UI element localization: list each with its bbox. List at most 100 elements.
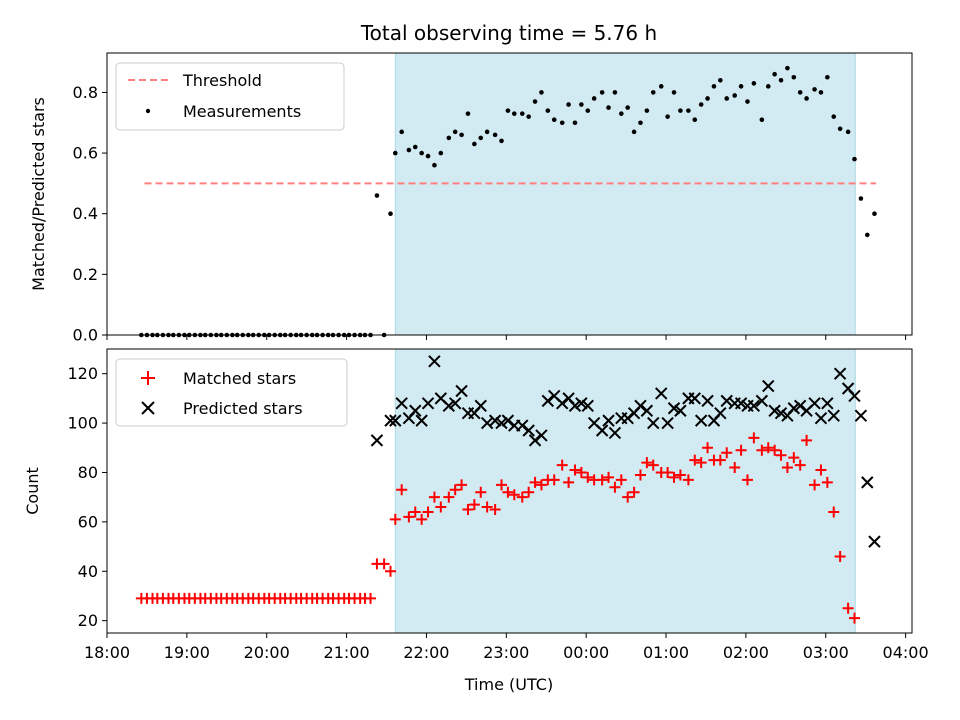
predicted-star-point bbox=[821, 397, 834, 410]
measurement-point bbox=[692, 117, 698, 123]
predicted-star-point bbox=[755, 394, 769, 408]
measurement-point bbox=[858, 196, 864, 201]
x-tick-label: 19:00 bbox=[164, 643, 210, 662]
x-axis-label: Time (UTC) bbox=[464, 675, 553, 694]
predicted-star-point bbox=[674, 404, 687, 417]
matched-star-point bbox=[428, 491, 440, 503]
predicted-star-point bbox=[389, 414, 402, 427]
measurement-point bbox=[452, 129, 458, 135]
measurement-point bbox=[492, 132, 498, 138]
measurement-point bbox=[711, 84, 717, 89]
y-tick-label: 0.6 bbox=[73, 144, 98, 163]
measurement-point bbox=[625, 105, 630, 110]
predicted-star-point bbox=[793, 399, 807, 413]
x-tick-label: 01:00 bbox=[643, 643, 689, 662]
matched-star-point bbox=[516, 491, 528, 503]
chart-title: Total observing time = 5.76 h bbox=[360, 21, 657, 45]
measurement-point bbox=[831, 114, 837, 119]
matched-star-point bbox=[569, 464, 581, 476]
measurement-point bbox=[678, 108, 683, 113]
measurement-point bbox=[638, 120, 643, 126]
matched-star-point bbox=[615, 474, 627, 486]
predicted-star-point bbox=[734, 397, 748, 410]
matched-star-point bbox=[603, 471, 615, 483]
measurement-point bbox=[566, 102, 571, 107]
matched-star-point bbox=[456, 479, 468, 491]
y-tick-label: 40 bbox=[78, 562, 98, 581]
matched-star-point bbox=[756, 444, 768, 456]
predicted-star-point bbox=[480, 416, 494, 430]
matched-star-point bbox=[496, 479, 508, 491]
measurement-point bbox=[864, 232, 870, 238]
predicted-star-point bbox=[714, 407, 727, 420]
matched-star-point bbox=[502, 486, 514, 498]
matched-star-point bbox=[396, 484, 408, 496]
matched-star-point bbox=[596, 474, 608, 486]
matched-star-point bbox=[821, 476, 833, 488]
predicted-star-point bbox=[495, 416, 508, 430]
measurement-point bbox=[665, 114, 670, 119]
matched-star-point bbox=[828, 506, 840, 518]
measurement-point bbox=[478, 135, 484, 141]
matched-star-point bbox=[842, 602, 854, 614]
measurement-point bbox=[499, 138, 504, 144]
predicted-star-point bbox=[768, 404, 781, 417]
matched-star-point bbox=[378, 558, 390, 570]
measurement-point bbox=[732, 93, 738, 98]
matched-star-point bbox=[582, 471, 594, 483]
y-tick-label: 0.4 bbox=[73, 204, 98, 223]
predicted-star-point bbox=[428, 355, 441, 368]
matched-star-point bbox=[674, 469, 686, 481]
y-tick-label: 0.2 bbox=[73, 265, 98, 284]
predicted-star-point bbox=[409, 404, 422, 417]
counts-legend: Matched stars Predicted stars bbox=[115, 358, 348, 427]
predicted-star-point bbox=[814, 411, 828, 425]
predicted-star-point bbox=[528, 434, 542, 447]
measurement-point bbox=[804, 96, 809, 101]
matched-star-point bbox=[721, 447, 733, 459]
predicted-star-point bbox=[370, 434, 384, 447]
measurement-point bbox=[412, 144, 418, 150]
measurement-point bbox=[718, 77, 723, 83]
measurement-point bbox=[579, 102, 584, 107]
measurement-point bbox=[465, 111, 471, 116]
y-tick-label: 20 bbox=[78, 611, 98, 630]
legend-threshold-label: Threshold bbox=[182, 71, 262, 90]
x-tick-label: 21:00 bbox=[324, 643, 370, 662]
predicted-star-point bbox=[655, 387, 668, 400]
matched-star-point bbox=[781, 462, 793, 474]
observing-window-shade bbox=[394, 348, 856, 634]
measurement-point bbox=[724, 96, 730, 101]
measurement-point bbox=[759, 117, 765, 123]
predicted-star-point bbox=[827, 409, 840, 422]
ratio-panel: 0.00.20.40.60.8 Matched/Predicted stars … bbox=[29, 52, 913, 345]
predicted-star-point bbox=[667, 402, 681, 415]
predicted-star-point bbox=[608, 426, 622, 440]
matched-star-point bbox=[641, 457, 653, 469]
matched-star-point bbox=[809, 479, 821, 491]
ratio-legend: Threshold Measurements bbox=[115, 62, 345, 131]
measurement-point bbox=[644, 108, 650, 113]
y-tick-label: 80 bbox=[78, 463, 98, 482]
predicted-star-point bbox=[442, 399, 456, 413]
measurement-point bbox=[631, 129, 637, 135]
matched-star-point bbox=[647, 459, 659, 471]
measurement-point bbox=[698, 102, 704, 107]
measurement-point bbox=[484, 129, 490, 135]
measurement-point bbox=[572, 120, 578, 126]
matched-star-point bbox=[468, 499, 480, 511]
predicted-star-point bbox=[861, 476, 874, 489]
measurement-point bbox=[778, 77, 784, 83]
matched-star-point bbox=[849, 612, 860, 624]
measurement-point bbox=[399, 129, 404, 135]
predicted-star-point bbox=[688, 392, 701, 405]
measurement-point bbox=[545, 108, 551, 113]
matched-star-point bbox=[748, 432, 760, 444]
legend-measurements-swatch bbox=[145, 108, 151, 114]
matched-star-point bbox=[449, 484, 461, 496]
matched-star-point bbox=[794, 459, 806, 471]
matched-star-point bbox=[529, 476, 541, 488]
matched-star-point bbox=[714, 454, 726, 466]
measurement-point bbox=[406, 147, 412, 153]
predicted-star-point bbox=[415, 414, 428, 427]
